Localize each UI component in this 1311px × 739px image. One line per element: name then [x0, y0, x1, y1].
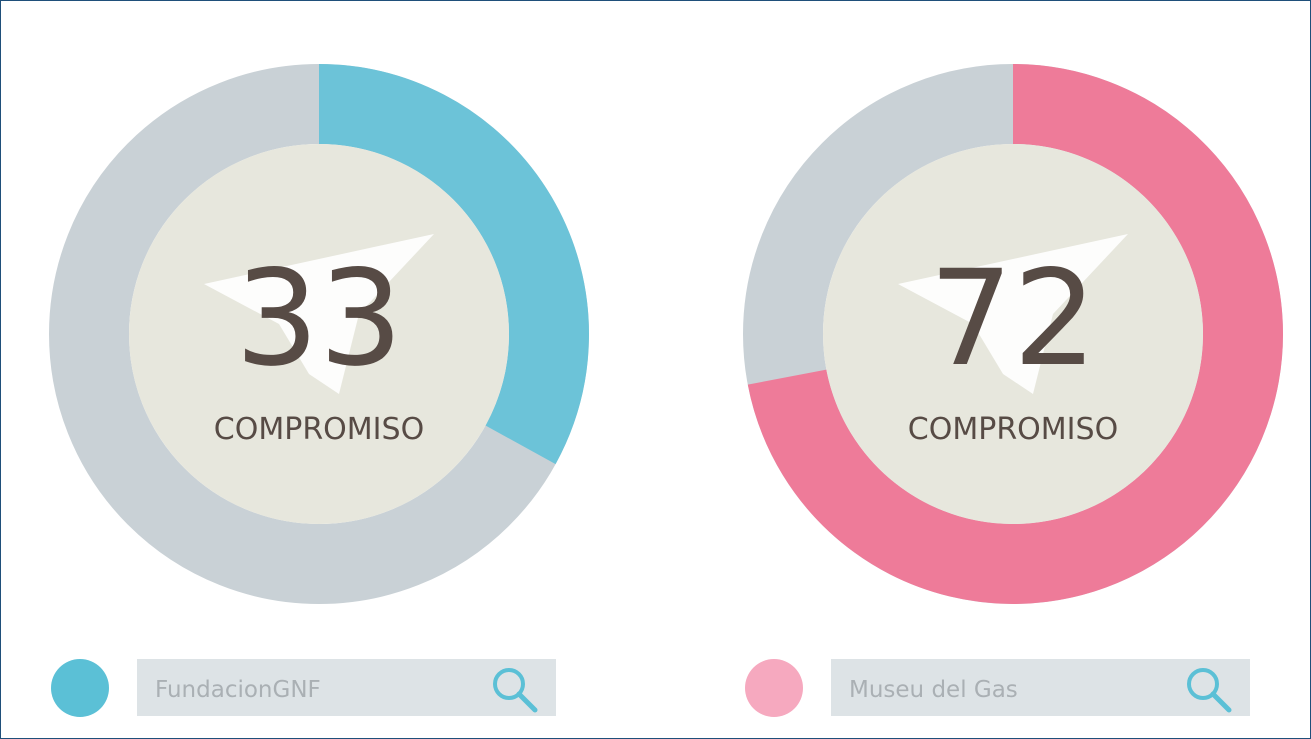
- gauge-value: 72: [929, 242, 1097, 396]
- gauge-label: COMPROMISO: [908, 412, 1118, 447]
- search-icon-handle[interactable]: [516, 691, 538, 713]
- legend-dot: [51, 659, 109, 717]
- donut-arc: [747, 64, 1283, 604]
- search-box[interactable]: FundacionGNF: [137, 659, 556, 716]
- search-text: FundacionGNF: [155, 677, 321, 703]
- search-box[interactable]: Museu del Gas: [831, 659, 1250, 716]
- gauge-value: 33: [235, 242, 403, 396]
- search-icon-handle[interactable]: [1210, 691, 1232, 713]
- search-text: Museu del Gas: [849, 677, 1018, 703]
- search-field[interactable]: [831, 659, 1250, 716]
- donut-arc: [318, 64, 589, 465]
- search-field[interactable]: [137, 659, 556, 716]
- bird-logo: [204, 234, 434, 394]
- search-icon-lens[interactable]: [493, 668, 525, 700]
- search-icon-lens[interactable]: [1187, 668, 1219, 700]
- legend-dot: [745, 659, 803, 717]
- gauge-label: COMPROMISO: [214, 412, 424, 447]
- bird-logo: [898, 234, 1128, 394]
